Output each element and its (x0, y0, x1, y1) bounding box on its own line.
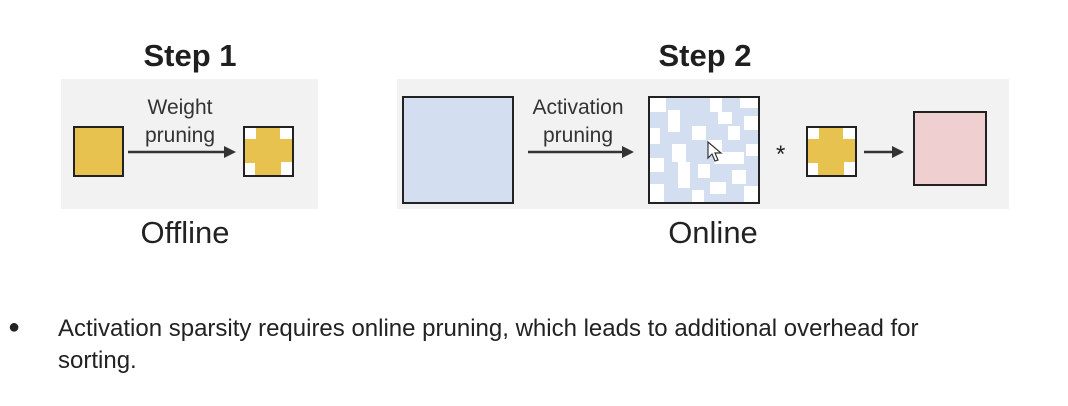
step1-caption: Offline (140, 215, 230, 250)
activation-pruning-arrow (528, 146, 634, 158)
pruned-weight-matrix (243, 126, 294, 177)
bullet-marker: ● (8, 316, 21, 338)
weight-pruning-line2: pruning (144, 124, 216, 147)
pruned-activation-matrix (648, 96, 760, 204)
step2-title: Step 2 (658, 38, 752, 73)
pruned-weight-matrix-step2 (806, 126, 857, 177)
activation-pruning-label: Activation pruning (522, 94, 634, 150)
step1-title: Step 1 (143, 38, 237, 73)
mouse-cursor-icon (707, 141, 723, 162)
activation-matrix (402, 96, 514, 204)
weight-matrix (73, 126, 124, 177)
activation-pruning-line1: Activation (532, 96, 624, 119)
output-matrix (913, 111, 987, 186)
result-arrow (864, 146, 904, 158)
bullet-text-line2: sorting. (58, 347, 137, 374)
activation-pruning-line2: pruning (542, 124, 614, 147)
weight-pruning-arrow (128, 146, 236, 158)
step2-caption: Online (668, 215, 758, 250)
multiply-operator: * (776, 141, 786, 168)
bullet-text-line1: Activation sparsity requires online prun… (58, 315, 919, 342)
weight-pruning-line1: Weight (147, 96, 213, 119)
bullet-text: Activation sparsity requires online prun… (58, 313, 1058, 377)
weight-pruning-label: Weight pruning (125, 94, 235, 150)
